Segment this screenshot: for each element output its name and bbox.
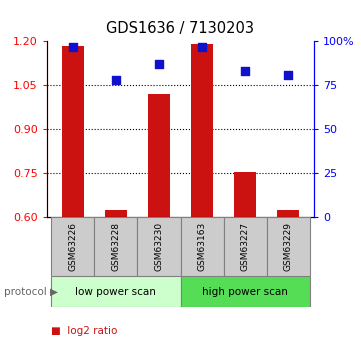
- FancyBboxPatch shape: [94, 217, 138, 276]
- Text: GSM63229: GSM63229: [284, 222, 293, 271]
- Text: GSM63230: GSM63230: [155, 222, 164, 271]
- Bar: [234, 172, 256, 217]
- Point: [242, 69, 248, 74]
- FancyBboxPatch shape: [180, 217, 223, 276]
- FancyBboxPatch shape: [51, 276, 180, 307]
- Text: high power scan: high power scan: [202, 287, 288, 296]
- Point: [113, 77, 119, 83]
- Point: [199, 44, 205, 49]
- FancyBboxPatch shape: [267, 217, 310, 276]
- Text: GSM63228: GSM63228: [112, 222, 120, 271]
- Text: protocol ▶: protocol ▶: [4, 287, 58, 296]
- Text: GSM63163: GSM63163: [197, 222, 206, 271]
- Text: ■  log2 ratio: ■ log2 ratio: [51, 326, 117, 336]
- Bar: [191, 44, 213, 217]
- Point: [285, 72, 291, 78]
- Bar: [62, 46, 83, 217]
- FancyBboxPatch shape: [223, 217, 267, 276]
- Point: [156, 61, 162, 67]
- Text: GDS1636 / 7130203: GDS1636 / 7130203: [106, 21, 255, 36]
- Bar: [278, 210, 299, 217]
- Point: [70, 44, 76, 49]
- Text: GSM63226: GSM63226: [68, 222, 77, 271]
- Bar: [105, 210, 127, 217]
- FancyBboxPatch shape: [51, 217, 94, 276]
- Text: low power scan: low power scan: [75, 287, 156, 296]
- FancyBboxPatch shape: [138, 217, 180, 276]
- Bar: [148, 94, 170, 217]
- Text: GSM63227: GSM63227: [241, 222, 249, 271]
- FancyBboxPatch shape: [180, 276, 310, 307]
